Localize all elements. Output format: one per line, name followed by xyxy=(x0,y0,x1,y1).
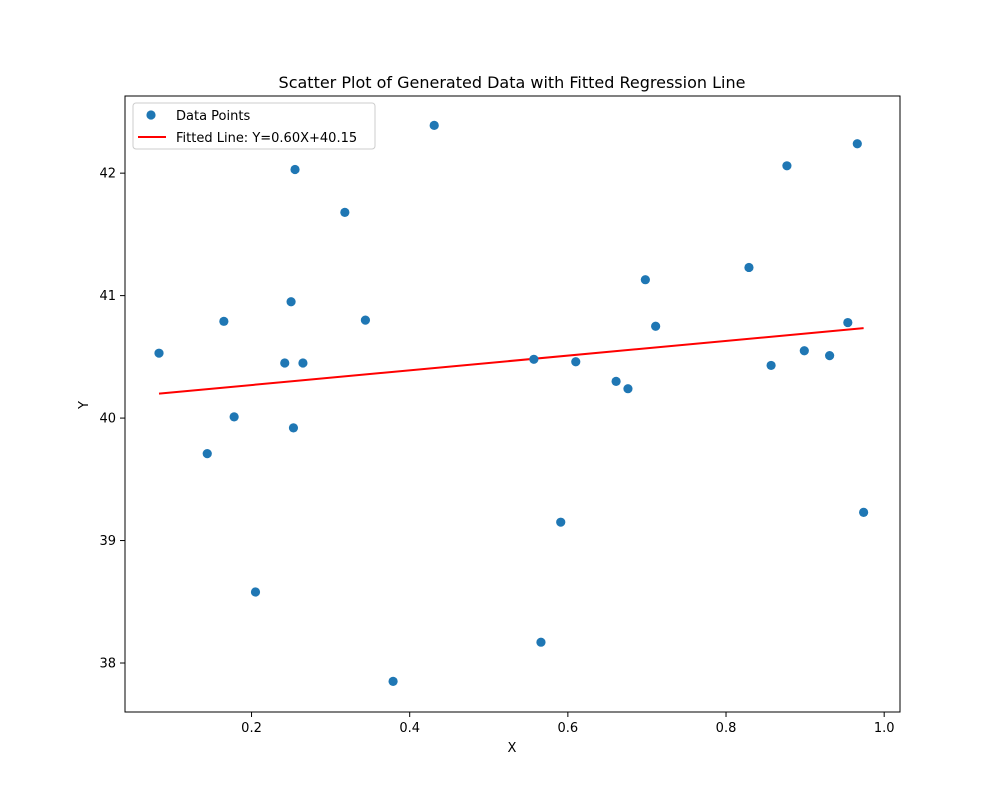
legend-label-data-points: Data Points xyxy=(176,109,250,124)
axes-frame xyxy=(124,95,901,713)
x-tick-label-1: 0.2 xyxy=(241,721,262,736)
data-point-15 xyxy=(529,354,539,364)
data-point-27 xyxy=(825,351,835,361)
data-point-23 xyxy=(744,262,754,273)
legend: Data Points Fitted Line: Y=0.60X+40.15 xyxy=(132,102,376,150)
data-point-24 xyxy=(766,360,776,371)
x-tick-label-5: 1.0 xyxy=(874,721,895,736)
x-tick-label-2: 0.4 xyxy=(399,721,420,736)
data-point-16 xyxy=(536,637,546,647)
data-point-19 xyxy=(611,376,621,386)
data-point-1 xyxy=(154,348,164,358)
x-tick-label-4: 0.8 xyxy=(716,721,737,736)
data-point-5 xyxy=(250,587,261,597)
data-point-10 xyxy=(298,358,308,368)
plot-area xyxy=(125,96,900,712)
legend-label-fitted-line: Fitted Line: Y=0.60X+40.15 xyxy=(176,131,357,146)
data-point-3 xyxy=(219,316,229,326)
data-point-7 xyxy=(286,297,296,307)
fitted-regression-line xyxy=(158,327,864,395)
chart-title: Scatter Plot of Generated Data with Fitt… xyxy=(279,73,746,92)
x-axis-label: X xyxy=(508,741,517,756)
y-tick-label-4: 41 xyxy=(99,289,116,304)
y-tick-label-3: 40 xyxy=(99,412,116,427)
data-point-28 xyxy=(843,317,853,328)
data-point-18 xyxy=(571,357,581,367)
data-point-25 xyxy=(782,161,792,171)
data-point-4 xyxy=(229,412,239,422)
y-axis-label: Y xyxy=(77,401,92,410)
data-point-17 xyxy=(556,517,566,527)
data-point-6 xyxy=(280,358,290,368)
x-tick-label-3: 0.6 xyxy=(558,721,579,736)
data-point-13 xyxy=(388,676,398,686)
data-point-14 xyxy=(429,120,439,130)
data-marks xyxy=(154,120,869,686)
y-tick-label-1: 38 xyxy=(99,657,116,672)
data-point-30 xyxy=(859,507,869,517)
y-tick-label-5: 42 xyxy=(99,167,116,182)
legend-box xyxy=(132,102,376,150)
data-point-9 xyxy=(290,164,300,175)
plot-background xyxy=(125,96,900,712)
y-tick-label-2: 39 xyxy=(99,534,116,549)
data-point-8 xyxy=(288,423,299,433)
data-point-2 xyxy=(202,448,212,459)
data-point-21 xyxy=(640,275,650,285)
data-point-20 xyxy=(623,384,633,394)
data-point-29 xyxy=(852,139,862,149)
legend-scatter-marker xyxy=(146,110,156,120)
data-point-26 xyxy=(799,346,809,356)
axes: 0.2 0.4 0.6 0.8 1.0 38 39 40 41 42 xyxy=(99,95,901,736)
data-point-11 xyxy=(340,207,350,217)
data-point-12 xyxy=(360,315,371,325)
data-point-22 xyxy=(651,321,661,331)
